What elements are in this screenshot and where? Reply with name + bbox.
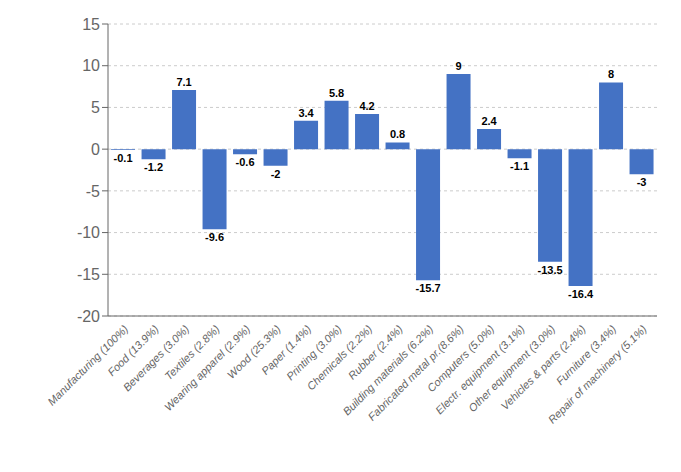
svg-text:Repair of machinery (5.1%): Repair of machinery (5.1%) xyxy=(546,322,649,425)
svg-text:-1.2: -1.2 xyxy=(144,161,163,173)
svg-text:8: 8 xyxy=(608,68,614,80)
svg-text:-0.1: -0.1 xyxy=(114,152,133,164)
svg-text:Printing (3.0%): Printing (3.0%) xyxy=(283,322,344,383)
svg-text:-0.6: -0.6 xyxy=(236,156,255,168)
svg-text:Chemicals (2.2%): Chemicals (2.2%) xyxy=(304,322,375,393)
svg-text:-13.5: -13.5 xyxy=(538,264,563,276)
svg-text:Food (13.9%): Food (13.9%) xyxy=(105,322,161,378)
svg-text:5: 5 xyxy=(91,99,100,116)
svg-text:Electr. equipment (3.1%): Electr. equipment (3.1%) xyxy=(433,322,527,417)
svg-text:0.8: 0.8 xyxy=(390,128,405,140)
svg-text:-5: -5 xyxy=(86,183,100,200)
svg-text:5.8: 5.8 xyxy=(329,87,344,99)
svg-text:15: 15 xyxy=(82,16,100,33)
svg-text:-10: -10 xyxy=(77,224,100,241)
svg-text:Building materials (6.2%): Building materials (6.2%) xyxy=(340,322,436,418)
svg-text:-9.6: -9.6 xyxy=(205,231,224,243)
svg-text:Vehicles & parts (2.4%): Vehicles & parts (2.4%) xyxy=(498,322,588,413)
svg-text:-15.7: -15.7 xyxy=(416,282,441,294)
svg-text:-3: -3 xyxy=(637,176,647,188)
svg-text:Paper (1.4%): Paper (1.4%) xyxy=(259,322,314,377)
svg-text:-15: -15 xyxy=(77,266,100,283)
svg-text:Other equipment (3.0%): Other equipment (3.0%) xyxy=(465,322,558,415)
svg-text:Textiles (2.8%): Textiles (2.8%) xyxy=(162,322,222,383)
svg-text:-2: -2 xyxy=(271,168,281,180)
svg-text:Manufacturing (100%): Manufacturing (100%) xyxy=(45,322,131,408)
svg-text:7.1: 7.1 xyxy=(176,76,191,88)
svg-text:4.2: 4.2 xyxy=(359,100,374,112)
svg-text:Fabricated metal pr.(8.6%): Fabricated metal pr.(8.6%) xyxy=(365,322,466,423)
svg-text:0: 0 xyxy=(91,141,100,158)
svg-text:Beverages (3.0%): Beverages (3.0%) xyxy=(120,322,192,394)
svg-text:Furniture (3.4%): Furniture (3.4%) xyxy=(553,322,619,388)
svg-text:-20: -20 xyxy=(77,308,100,325)
svg-text:9: 9 xyxy=(455,60,461,72)
svg-text:Rubber (2.4%): Rubber (2.4%) xyxy=(345,322,405,382)
svg-text:10: 10 xyxy=(82,57,100,74)
svg-text:Computers (5.0%): Computers (5.0%) xyxy=(424,322,497,395)
svg-text:Wood (25.3%): Wood (25.3%) xyxy=(225,322,283,380)
svg-text:-16.4: -16.4 xyxy=(568,288,594,300)
svg-text:-1.1: -1.1 xyxy=(510,160,529,172)
svg-text:Wearing apparel (2.9%): Wearing apparel (2.9%) xyxy=(161,322,253,414)
svg-text:3.4: 3.4 xyxy=(298,107,314,119)
svg-text:2.4: 2.4 xyxy=(481,115,497,127)
